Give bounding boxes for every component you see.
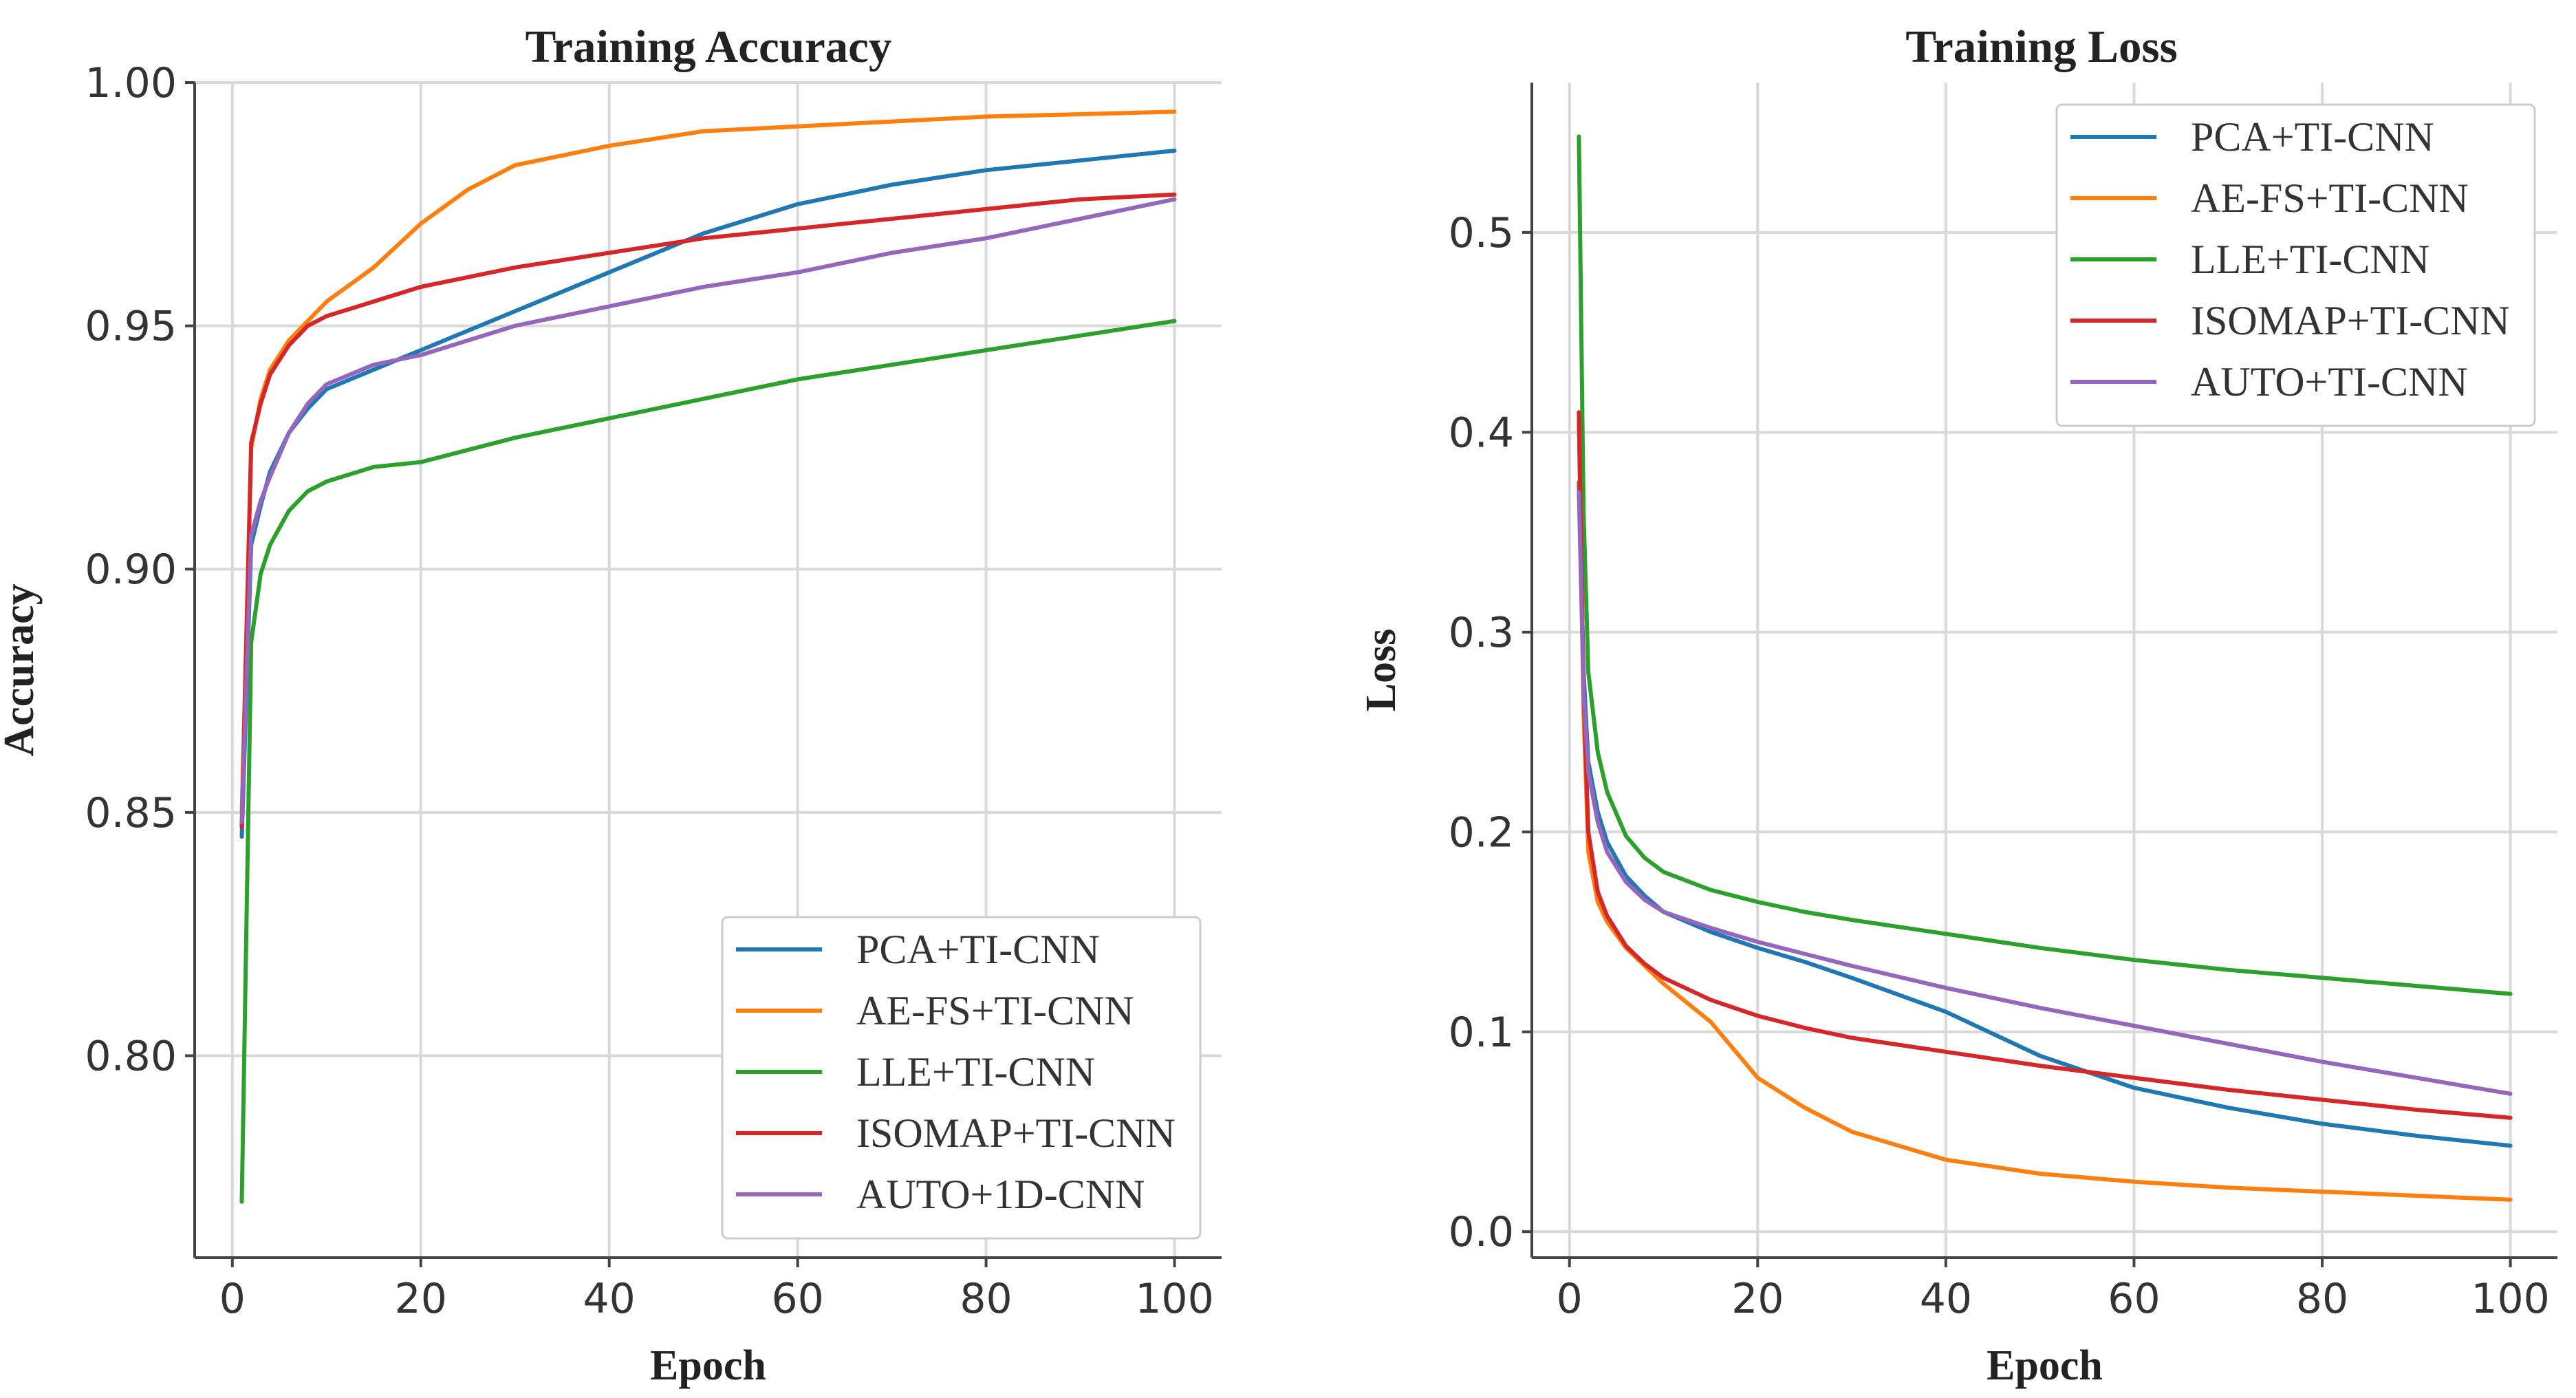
legend-label: AUTO+1D-CNN <box>856 1172 1145 1217</box>
y-tick-label: 1.00 <box>85 59 177 107</box>
chart-title: Training Loss <box>1905 21 2177 72</box>
legend-label: LLE+TI-CNN <box>856 1049 1095 1095</box>
series-line <box>239 319 1177 1204</box>
legend: PCA+TI-CNN AE-FS+TI-CNN LLE+TI-CNN ISOMAP+T… <box>2055 103 2536 427</box>
y-tick-label: 0.2 <box>1449 808 1514 857</box>
legend-label: LLE+TI-CNN <box>2191 237 2429 282</box>
y-tick-label: 0.0 <box>1449 1208 1514 1256</box>
legend: PCA+TI-CNN AE-FS+TI-CNN LLE+TI-CNN ISOMAP+T… <box>721 916 1202 1240</box>
chart-title: Training Accuracy <box>526 21 892 72</box>
legend-label: ISOMAP+TI-CNN <box>2191 298 2510 343</box>
series-line <box>1577 420 2513 1202</box>
legend-label: AE-FS+TI-CNN <box>2191 175 2469 221</box>
legend-box <box>2055 103 2536 427</box>
series-line <box>1577 410 2513 1120</box>
x-tick-label: 20 <box>1731 1275 1784 1323</box>
x-tick-label: 80 <box>960 1275 1012 1323</box>
x-tick-label: 40 <box>1920 1275 1972 1323</box>
x-axis-label: Epoch <box>650 1342 766 1389</box>
x-tick-label: 20 <box>395 1275 447 1323</box>
x-tick-label: 100 <box>1135 1275 1214 1323</box>
y-tick-label: 0.5 <box>1449 209 1514 257</box>
legend-box <box>721 916 1202 1240</box>
x-tick-label: 60 <box>771 1275 823 1323</box>
legend-label: AUTO+TI-CNN <box>2191 359 2468 405</box>
series-line <box>239 149 1177 839</box>
y-tick-label: 0.80 <box>85 1032 177 1080</box>
x-axis-label: Epoch <box>1987 1342 2103 1389</box>
y-axis-label: Accuracy <box>0 583 43 756</box>
x-tick-label: 0 <box>219 1275 246 1323</box>
y-tick-label: 0.95 <box>85 303 177 351</box>
y-tick-label: 0.4 <box>1449 409 1514 457</box>
series-line <box>239 197 1177 824</box>
x-tick-label: 40 <box>583 1275 635 1323</box>
legend-label: ISOMAP+TI-CNN <box>856 1110 1176 1156</box>
y-tick-label: 0.1 <box>1449 1009 1514 1057</box>
legend-label: PCA+TI-CNN <box>856 927 1100 972</box>
x-tick-label: 60 <box>2108 1275 2160 1323</box>
x-tick-label: 0 <box>1557 1275 1583 1323</box>
series-line <box>239 109 1177 815</box>
x-tick-label: 80 <box>2296 1275 2348 1323</box>
legend-label: PCA+TI-CNN <box>2191 114 2434 160</box>
y-tick-label: 0.90 <box>85 546 177 594</box>
y-tick-label: 0.85 <box>85 789 177 837</box>
accuracy-chart: 0 20 40 60 80 100 0.80 0.85 0.90 0.95 1.00 Training… <box>0 21 1222 1389</box>
series-line <box>1577 134 2513 996</box>
series-line <box>1577 480 2513 1148</box>
legend-label: AE-FS+TI-CNN <box>856 988 1134 1033</box>
loss-chart: 0 20 40 60 80 100 0.0 0.1 0.2 0.3 0.4 0.5 Training L… <box>1358 21 2557 1389</box>
y-tick-label: 0.3 <box>1449 609 1514 657</box>
x-tick-label: 100 <box>2471 1275 2550 1323</box>
y-axis-label: Loss <box>1358 629 1405 712</box>
series-line <box>239 192 1177 830</box>
series-line <box>1577 490 2513 1096</box>
